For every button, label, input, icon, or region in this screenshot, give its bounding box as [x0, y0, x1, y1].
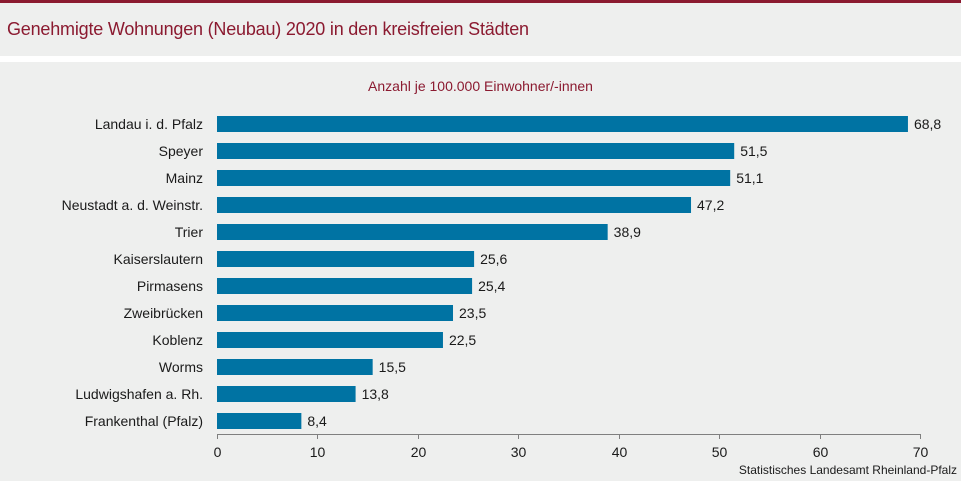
bar	[217, 197, 692, 213]
bar	[217, 278, 473, 294]
value-label: 13,8	[362, 386, 389, 402]
value-label: 25,4	[478, 278, 505, 294]
bar	[217, 413, 302, 429]
x-tick-label: 0	[214, 444, 222, 460]
bar	[217, 359, 373, 375]
category-label: Koblenz	[152, 332, 203, 348]
value-label: 38,9	[614, 224, 641, 240]
category-label: Zweibrücken	[124, 305, 203, 321]
value-label: 15,5	[379, 359, 406, 375]
chart-title: Genehmigte Wohnungen (Neubau) 2020 in de…	[7, 19, 529, 39]
category-label: Trier	[175, 224, 204, 240]
value-label: 23,5	[459, 305, 486, 321]
x-tick-label: 30	[511, 444, 527, 460]
bar	[217, 332, 443, 348]
bar	[217, 143, 735, 159]
value-label: 47,2	[697, 197, 724, 213]
header-divider	[0, 56, 961, 62]
value-label: 68,8	[914, 116, 941, 132]
value-label: 25,6	[480, 251, 507, 267]
value-label: 22,5	[449, 332, 476, 348]
value-label: 51,1	[736, 170, 763, 186]
bar	[217, 224, 608, 240]
x-tick-label: 20	[411, 444, 427, 460]
x-tick-label: 50	[712, 444, 728, 460]
category-label: Kaiserslautern	[114, 251, 204, 267]
bar	[217, 305, 454, 321]
source-note: Statistisches Landesamt Rheinland-Pfalz	[738, 463, 957, 477]
category-label: Frankenthal (Pfalz)	[85, 413, 203, 429]
top-accent-bar	[0, 0, 961, 3]
value-label: 8,4	[307, 413, 327, 429]
category-label: Pirmasens	[137, 278, 203, 294]
x-axis: 0 10 20 30 40 50 60 70	[214, 434, 929, 460]
category-label: Ludwigshafen a. Rh.	[75, 386, 203, 402]
bars	[217, 116, 908, 429]
bar	[217, 170, 731, 186]
value-label: 51,5	[740, 143, 767, 159]
x-tick-label: 60	[813, 444, 829, 460]
category-label: Worms	[159, 359, 203, 375]
chart-subtitle: Anzahl je 100.000 Einwohner/-innen	[368, 78, 593, 94]
value-labels: 68,8 51,5 51,1 47,2 38,9 25,6 25,4 23,5 22,5 15,5…	[307, 116, 941, 429]
x-tick-label: 40	[612, 444, 628, 460]
bar	[217, 386, 356, 402]
bar	[217, 251, 475, 267]
bar	[217, 116, 908, 132]
category-label: Speyer	[159, 143, 204, 159]
category-label: Mainz	[166, 170, 203, 186]
category-label: Landau i. d. Pfalz	[95, 116, 203, 132]
category-labels: Landau i. d. Pfalz Speyer Mainz Neustadt a.…	[62, 116, 204, 429]
category-label: Neustadt a. d. Weinstr.	[62, 197, 203, 213]
x-tick-label: 10	[310, 444, 326, 460]
x-tick-label: 70	[913, 444, 929, 460]
